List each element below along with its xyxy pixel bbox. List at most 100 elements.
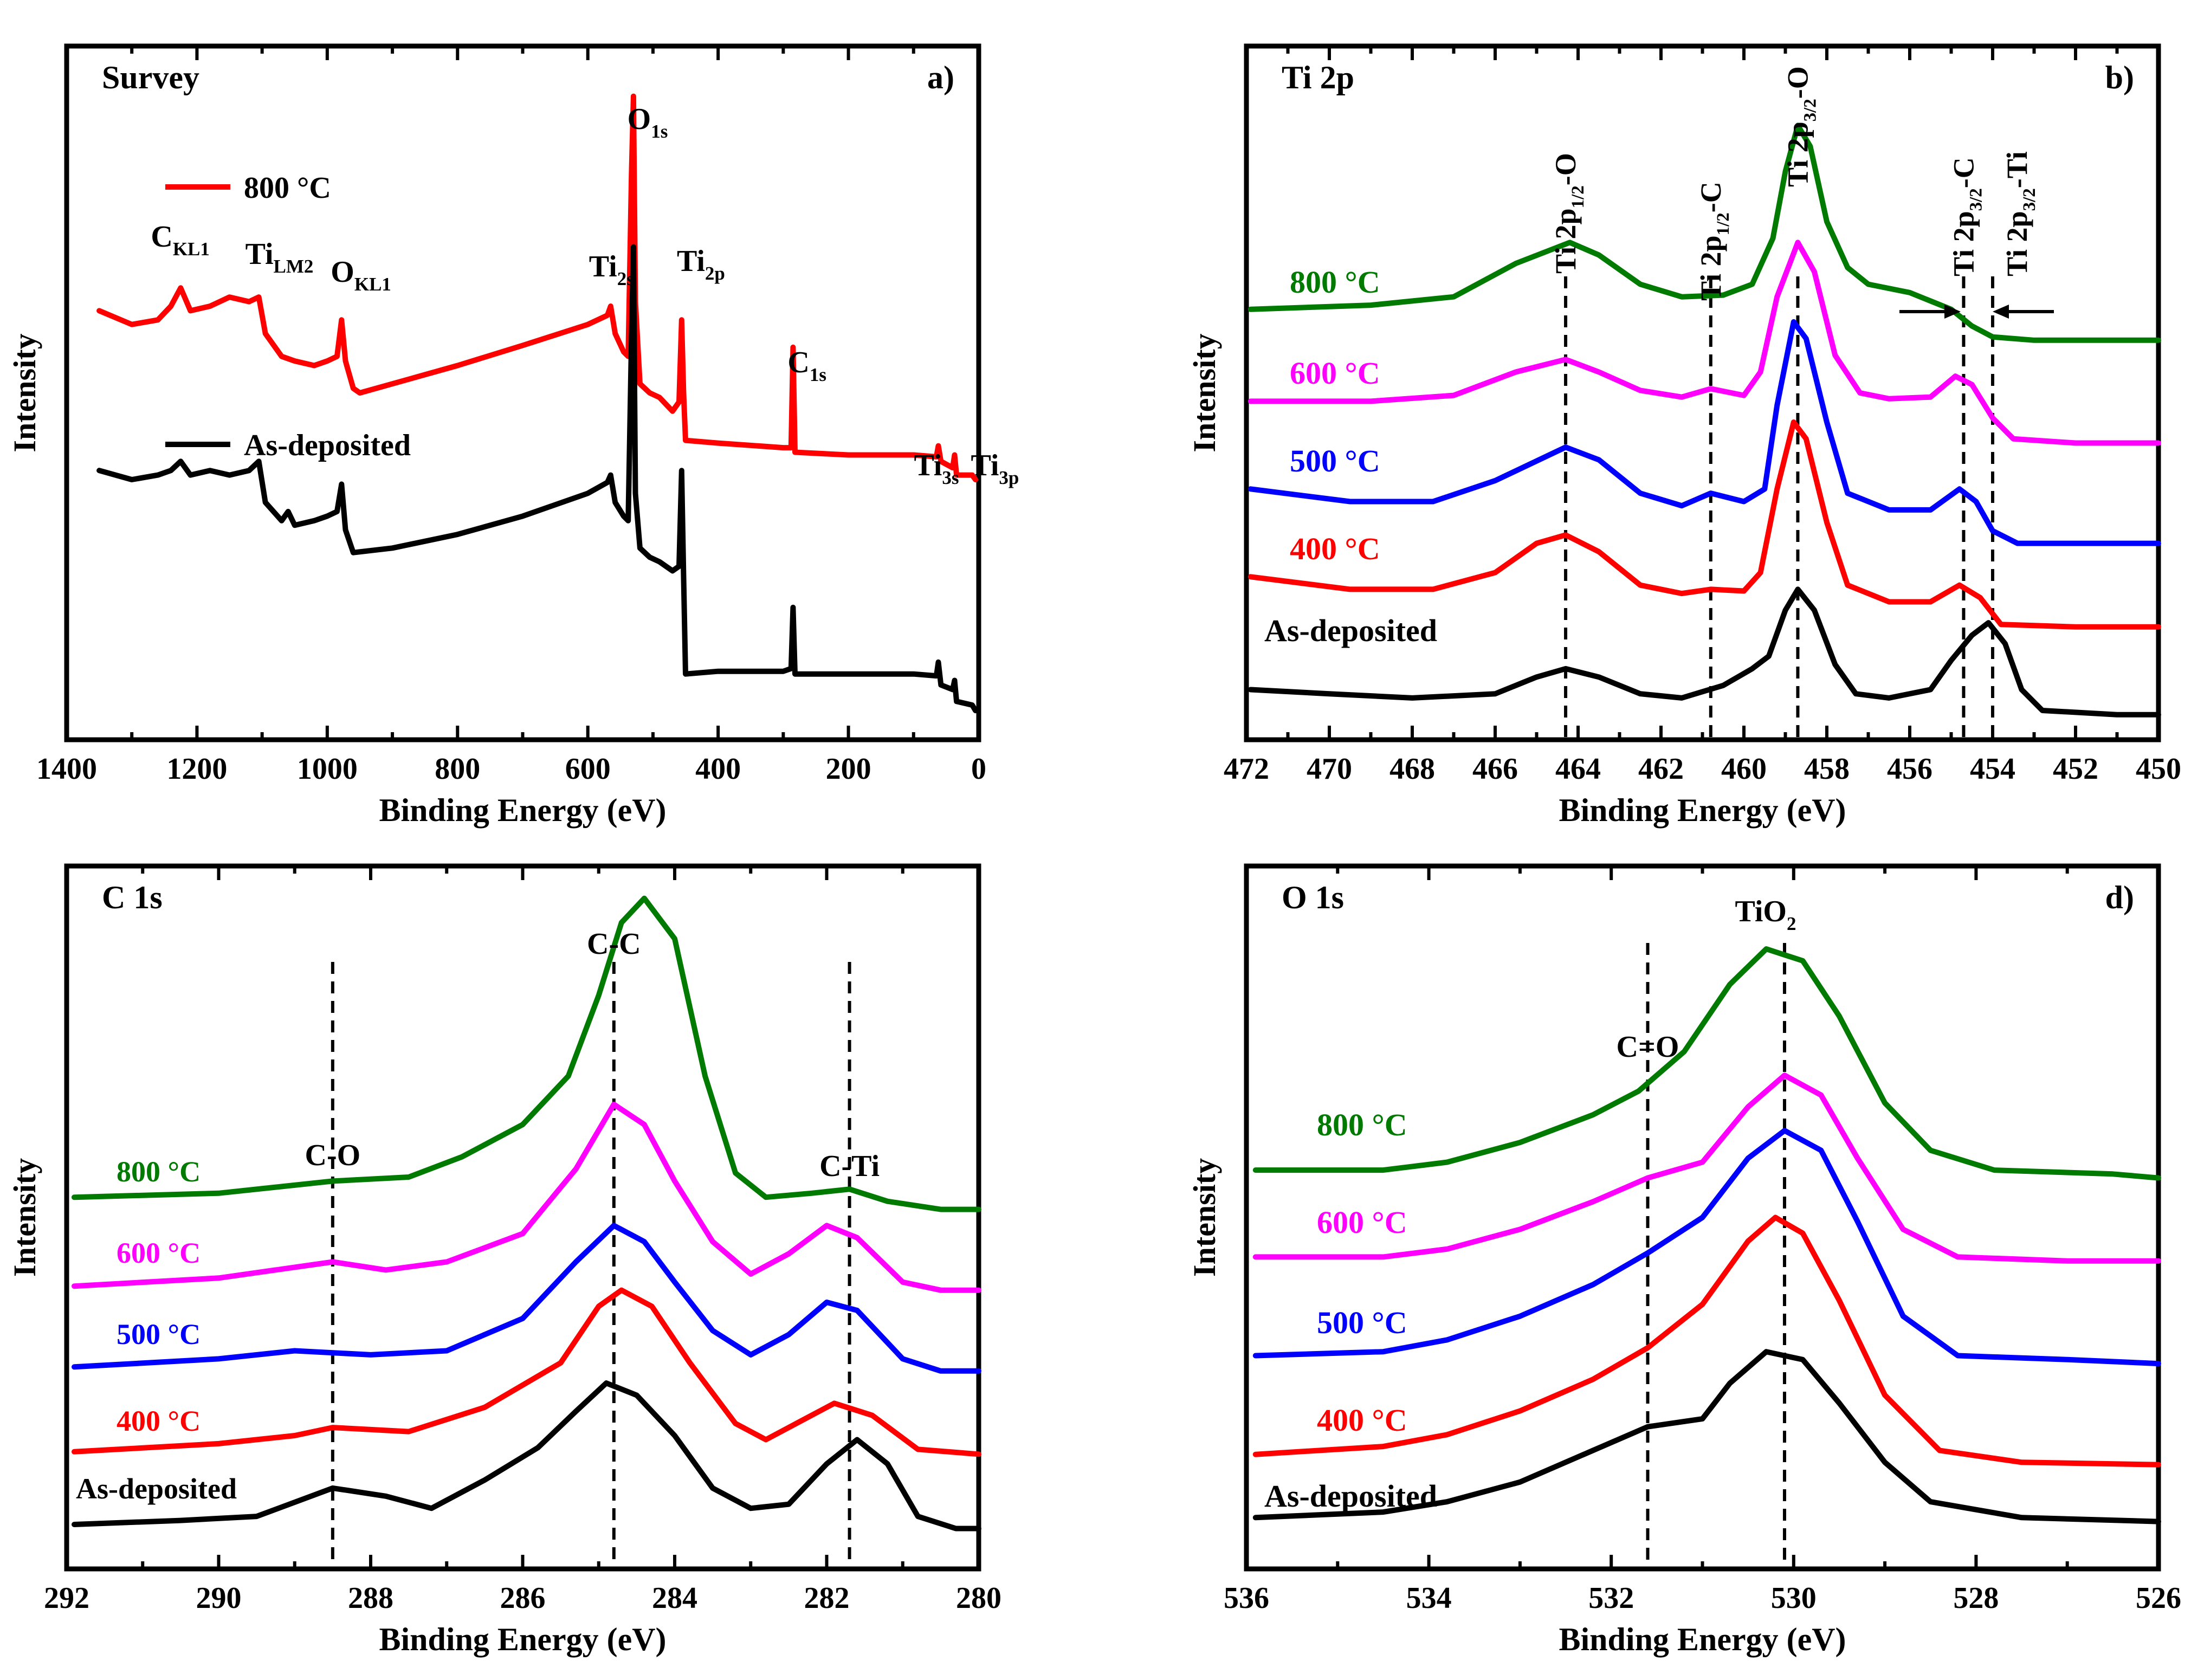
- x-tick-label: 400: [695, 752, 741, 786]
- peak-annotation: TiLM2: [245, 237, 314, 277]
- x-tick-label: 288: [348, 1581, 393, 1615]
- x-tick-label: 284: [652, 1581, 697, 1615]
- panel-b: 472 470 468 466 464 462 460 458 456 454 452 450 Bind…: [1187, 43, 2181, 828]
- x-tick-label: 600: [565, 752, 611, 786]
- panel-title: Survey: [102, 60, 199, 95]
- series-label: 600 °C: [1290, 356, 1380, 391]
- series-line-600-c: [1248, 240, 2161, 446]
- x-tick-label: 292: [44, 1581, 89, 1615]
- peak-label: C-C: [587, 927, 641, 961]
- x-tick-label: 464: [1555, 752, 1601, 786]
- x-tick-label: 460: [1721, 752, 1767, 786]
- x-tick-label: 282: [804, 1581, 850, 1615]
- y-axis-label: Intensity: [1187, 333, 1222, 452]
- x-tick-label: 280: [956, 1581, 1001, 1615]
- series-line-500-c: [1252, 1128, 2161, 1367]
- x-tick-label: 466: [1472, 752, 1518, 786]
- peak-label: Ti 2p3/2-C: [1947, 157, 1986, 276]
- peak-label: C=O: [1617, 1030, 1679, 1064]
- x-tick-label: 536: [1224, 1581, 1269, 1615]
- series-line-as-deposited: [1252, 1349, 2161, 1524]
- plot-frame-c: [64, 863, 981, 1572]
- x-tick-label: 800: [435, 752, 480, 786]
- series-label: 800 °C: [1290, 264, 1380, 300]
- panel-d: 536 534 532 530 528 526 Binding Energy (eV) Int…: [1187, 863, 2181, 1657]
- legend-label: As-deposited: [244, 429, 411, 462]
- peak-annotation: Ti3p: [971, 449, 1019, 488]
- series-label: 800 °C: [1317, 1107, 1407, 1142]
- legend-label: 800 °C: [244, 171, 331, 205]
- series-line-600-c: [1252, 1072, 2161, 1264]
- x-axis-label: Binding Energy (eV): [379, 1621, 666, 1657]
- panel-a: 1400 1200 1000 800 600 400 200 0 Binding Energy …: [7, 43, 1019, 828]
- series-label: 600 °C: [117, 1237, 201, 1269]
- x-tick-label: 456: [1887, 752, 1932, 786]
- x-tick-label: 534: [1406, 1581, 1452, 1615]
- panel-title: C 1s: [102, 880, 163, 915]
- series-label: 400 °C: [1317, 1403, 1407, 1438]
- y-axis-label: Intensity: [7, 1158, 42, 1277]
- series-line-600-c: [72, 1101, 981, 1293]
- x-tick-label: 290: [196, 1581, 242, 1615]
- x-tick-label: 532: [1588, 1581, 1634, 1615]
- x-tick-label: 454: [1970, 752, 2015, 786]
- peak-label: C-O: [305, 1139, 361, 1172]
- series-line-800-c: [72, 895, 981, 1212]
- peak-label: Ti 2p3/2-Ti: [2001, 151, 2039, 276]
- x-tick-label: 450: [2136, 752, 2181, 786]
- series-line-500-c: [72, 1223, 981, 1374]
- series-label: As-deposited: [1264, 1478, 1437, 1514]
- x-axis-label: Binding Energy (eV): [1559, 1621, 1846, 1657]
- x-axis-label: Binding Energy (eV): [379, 792, 666, 828]
- x-tick-label: 1200: [166, 752, 227, 786]
- series-line-800-c: [1248, 122, 2161, 343]
- y-axis-label: Intensity: [7, 333, 42, 452]
- series-line-500-c: [1248, 319, 2161, 546]
- peak-annotation: Ti2p: [677, 244, 725, 284]
- peak-annotation: O1s: [628, 102, 668, 142]
- x-tick-label: 462: [1638, 752, 1684, 786]
- series-label: 600 °C: [1317, 1205, 1407, 1240]
- series-line-400-c: [1248, 419, 2161, 630]
- peak-annotation: OKL1: [331, 255, 391, 295]
- panel-title: O 1s: [1282, 880, 1344, 915]
- series-line-as-deposited: [72, 1380, 981, 1532]
- x-tick-label: 528: [1953, 1581, 1999, 1615]
- peak-label: Ti 2p1/2-O: [1549, 153, 1588, 274]
- x-tick-label: 530: [1771, 1581, 1817, 1615]
- x-tick-label: 472: [1224, 752, 1269, 786]
- x-tick-label: 286: [500, 1581, 546, 1615]
- peak-annotation: CKL1: [151, 220, 210, 260]
- series-label: 800 °C: [117, 1155, 201, 1188]
- series-label: 500 °C: [1290, 443, 1380, 479]
- series-line-as-deposited: [1248, 586, 2161, 718]
- x-tick-label: 458: [1804, 752, 1850, 786]
- plot-frame-a: [64, 43, 981, 742]
- x-tick-label: 1000: [297, 752, 358, 786]
- panel-letter: d): [2105, 880, 2134, 915]
- series-label: As-deposited: [1264, 613, 1437, 648]
- x-tick-label: 1400: [36, 752, 97, 786]
- panel-title: Ti 2p: [1282, 60, 1354, 95]
- peak-annotation: Ti3s: [914, 449, 959, 488]
- peak-label: Ti 2p3/2-O: [1781, 66, 1820, 187]
- x-tick-label: 200: [826, 752, 871, 786]
- x-tick-label: 470: [1307, 752, 1352, 786]
- x-tick-label: 526: [2136, 1581, 2181, 1615]
- x-axis-label: Binding Energy (eV): [1559, 792, 1846, 828]
- y-axis-label: Intensity: [1187, 1158, 1222, 1277]
- peak-label: C-Ti: [819, 1149, 880, 1183]
- series-label: As-deposited: [76, 1472, 237, 1505]
- series-line-400-c: [72, 1287, 981, 1457]
- x-tick-label: 452: [2053, 752, 2098, 786]
- series-line-as-deposited: [96, 244, 978, 714]
- series-line-800-c: [1252, 946, 2161, 1181]
- series-label: 400 °C: [1290, 531, 1380, 566]
- panel-letter: b): [2105, 60, 2134, 95]
- series-line-400-c: [1252, 1214, 2161, 1468]
- series-label: 400 °C: [117, 1405, 201, 1437]
- panel-letter: a): [927, 60, 954, 95]
- peak-annotation: C1s: [787, 346, 826, 385]
- x-tick-label: 0: [971, 752, 986, 786]
